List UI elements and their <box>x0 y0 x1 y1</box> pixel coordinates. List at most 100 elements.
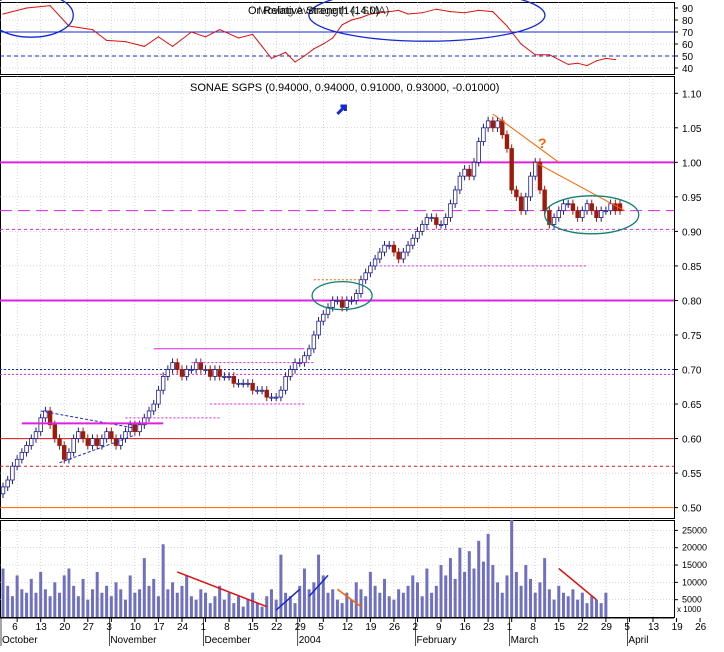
rsi-point <box>261 45 263 48</box>
candle-body <box>104 431 109 439</box>
volume-bar <box>472 568 476 617</box>
candle-body <box>109 431 114 439</box>
rsi-panel <box>2 5 616 67</box>
candle-body <box>537 161 543 191</box>
volume-trend-line-4 <box>336 588 362 608</box>
levels-layer <box>0 31 674 509</box>
candle-body <box>160 376 166 391</box>
month-label: December <box>205 635 252 646</box>
volume-bar <box>218 585 222 617</box>
rsi-point <box>285 51 287 54</box>
rsi-point <box>388 10 390 13</box>
candle-body <box>603 210 609 213</box>
candle-body <box>250 382 255 391</box>
volume-bar <box>420 596 424 617</box>
x-tick-label: 12 <box>342 622 354 633</box>
volume-bar <box>580 592 584 617</box>
rsi-point <box>558 59 560 61</box>
candle-body <box>80 431 86 439</box>
volume-bar <box>453 578 457 617</box>
x-tick-label: 29 <box>295 622 307 633</box>
volume-bar <box>34 592 38 617</box>
rsi-ytick-label: 70 <box>682 28 694 39</box>
candle-body <box>151 403 156 412</box>
price-ytick-label: 0.75 <box>682 331 702 342</box>
volume-bar <box>90 589 94 617</box>
rsi-ellipse-left <box>0 0 74 38</box>
candle-body <box>146 410 152 419</box>
volume-bar <box>538 582 542 617</box>
volume-bar <box>524 565 528 617</box>
candle-body <box>396 251 401 260</box>
descending-trend-line <box>492 113 560 163</box>
candle-body <box>518 196 524 212</box>
candle-body <box>123 431 128 439</box>
x-tick-label: 24 <box>177 622 189 633</box>
rsi-point <box>369 13 371 15</box>
candle-body <box>175 362 180 370</box>
rsi-point <box>294 61 296 63</box>
candle-body <box>259 389 265 392</box>
volume-bar <box>76 596 80 617</box>
candle-body <box>358 279 364 294</box>
candle-body <box>401 251 406 260</box>
volume-bar <box>237 596 240 617</box>
volume-bar <box>425 568 429 617</box>
volume-bar <box>147 585 151 617</box>
volume-bar <box>340 603 344 617</box>
candle-body <box>85 438 90 446</box>
volume-bar <box>571 589 575 617</box>
candle-body <box>165 369 171 377</box>
volume-bar <box>288 596 292 617</box>
price-ellipse-breakout <box>311 280 373 311</box>
volume-bar <box>552 599 556 617</box>
volume-bar <box>491 565 495 617</box>
volume-bar <box>255 603 259 617</box>
candle-body <box>57 438 62 446</box>
candle-body <box>481 127 486 143</box>
volume-bar <box>599 603 603 617</box>
x-tick-label: 13 <box>36 622 48 633</box>
volume-bar <box>533 592 537 617</box>
candle-body <box>594 210 599 218</box>
candle-body <box>514 189 519 198</box>
volume-bar <box>39 571 43 617</box>
volume-bar <box>119 589 123 617</box>
rsi-point <box>341 24 343 26</box>
rsi-point <box>157 36 160 38</box>
candle-body <box>71 438 76 453</box>
rsi-point <box>492 10 494 13</box>
volume-bar <box>62 575 66 617</box>
candle-body <box>354 293 359 301</box>
x-tick-label: 26 <box>389 622 401 633</box>
candle-body <box>269 396 274 399</box>
volume-bar <box>194 599 198 617</box>
rsi-title: Or Relative Strength (14.0) <box>248 5 379 17</box>
volume-bar <box>604 592 608 617</box>
volume-bar <box>279 554 283 617</box>
candle-body <box>306 348 312 357</box>
triangle-upper-line <box>40 410 135 429</box>
volume-bar <box>481 561 485 617</box>
month-label: November <box>110 635 157 646</box>
x-tick-label: 17 <box>153 622 165 633</box>
volume-bar <box>105 585 109 617</box>
rsi-point <box>614 59 616 61</box>
candle-body <box>292 362 298 370</box>
volume-bar <box>326 592 330 617</box>
rsi-point <box>567 63 569 65</box>
volume-ytick-label: 20000 <box>682 543 707 553</box>
candle-body <box>419 224 425 232</box>
volume-ytick-label: 25000 <box>682 525 707 535</box>
rsi-point <box>322 43 324 45</box>
rsi-point <box>449 10 452 13</box>
descending-trend-line-2 <box>534 161 625 212</box>
candle-body <box>490 120 496 129</box>
price-ytick-label: 0.65 <box>682 400 702 411</box>
candle-body <box>424 217 430 225</box>
rsi-point <box>379 12 381 14</box>
candle-body <box>542 189 547 212</box>
volume-bar <box>430 592 434 617</box>
candle-body <box>387 244 392 247</box>
